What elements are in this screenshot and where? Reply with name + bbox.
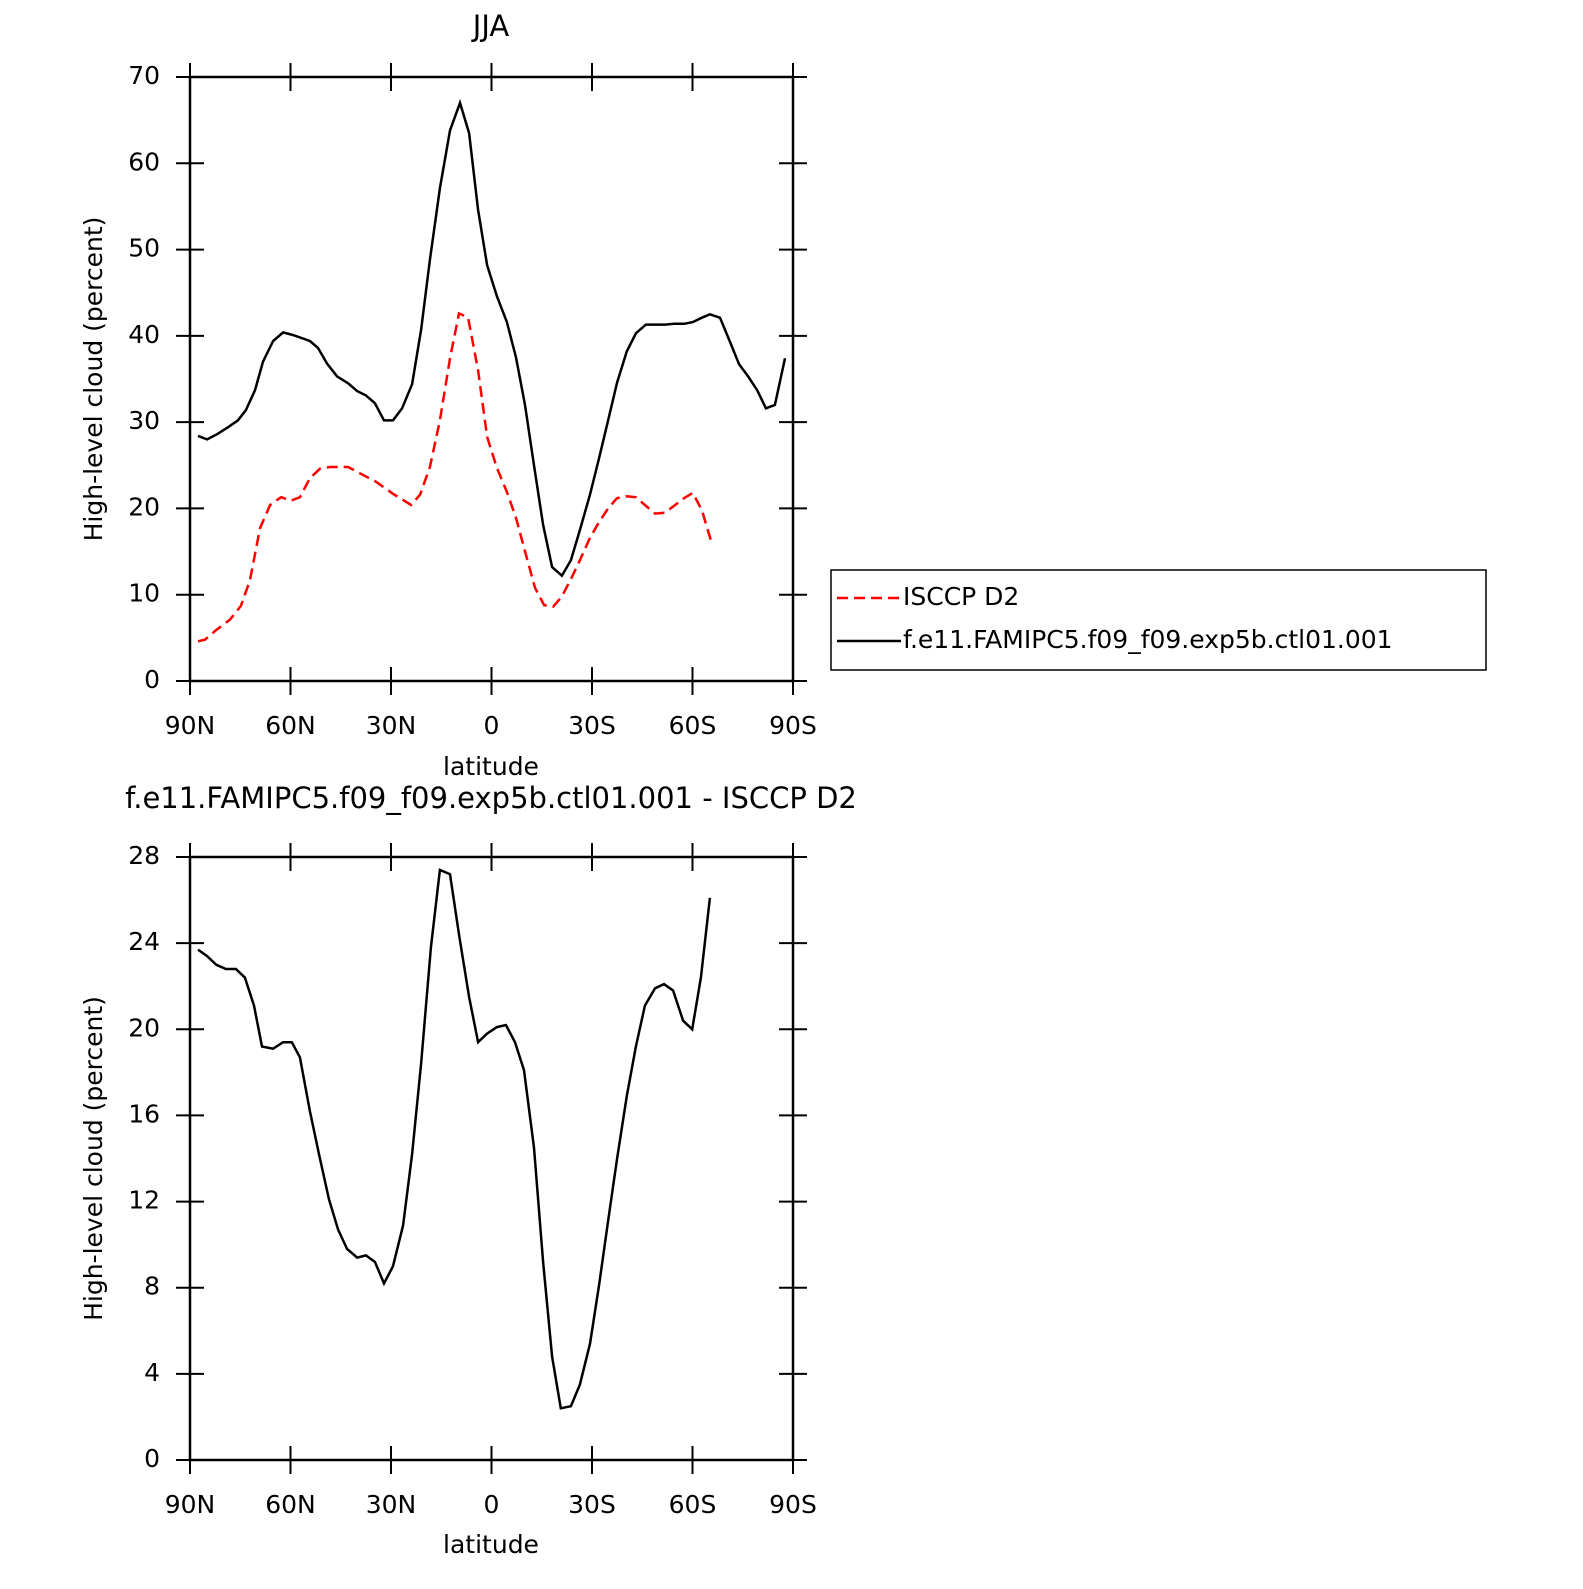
chart-title: f.e11.FAMIPC5.f09_f09.exp5b.ctl01.001 - …	[125, 781, 857, 815]
x-tick-label: 0	[484, 711, 500, 740]
y-tick-label: 40	[128, 320, 160, 349]
x-tick-label: 30N	[366, 1490, 417, 1519]
x-tick-label: 90S	[769, 1490, 817, 1519]
legend-box	[830, 569, 1487, 671]
data-line	[197, 98, 787, 578]
x-axis-label: latitude	[443, 1530, 539, 1559]
y-tick-label: 28	[128, 841, 160, 870]
y-tick-label: 50	[128, 234, 160, 263]
y-tick-label: 12	[128, 1186, 160, 1215]
y-tick-label: 20	[128, 1013, 160, 1042]
legend-label: ISCCP D2	[903, 582, 1019, 611]
y-axis-label: High-level cloud (percent)	[79, 996, 108, 1321]
data-line	[197, 868, 712, 1410]
y-tick-label: 60	[128, 147, 160, 176]
y-tick-label: 4	[144, 1358, 160, 1387]
y-tick-label: 20	[128, 492, 160, 521]
x-tick-label: 60S	[669, 711, 717, 740]
x-axis-label: latitude	[443, 752, 539, 781]
x-tick-label: 60S	[669, 1490, 717, 1519]
y-tick-label: 16	[128, 1099, 160, 1128]
y-tick-label: 24	[128, 927, 160, 956]
y-tick-label: 0	[144, 665, 160, 694]
x-tick-label: 30N	[366, 711, 417, 740]
y-tick-label: 10	[128, 579, 160, 608]
x-tick-label: 90N	[165, 711, 216, 740]
plot-frame	[188, 855, 795, 1462]
plot-frame	[188, 75, 795, 683]
chart-title: JJA	[471, 9, 510, 43]
y-tick-label: 0	[144, 1444, 160, 1473]
y-tick-label: 30	[128, 406, 160, 435]
y-axis-label: High-level cloud (percent)	[79, 217, 108, 542]
x-tick-label: 0	[484, 1490, 500, 1519]
x-tick-label: 90S	[769, 711, 817, 740]
legend-label: f.e11.FAMIPC5.f09_f09.exp5b.ctl01.001	[903, 625, 1393, 654]
x-tick-label: 60N	[265, 711, 316, 740]
x-tick-label: 90N	[165, 1490, 216, 1519]
x-tick-label: 30S	[568, 711, 616, 740]
x-tick-label: 30S	[568, 1490, 616, 1519]
x-tick-label: 60N	[265, 1490, 316, 1519]
data-line	[197, 311, 713, 643]
y-tick-label: 70	[128, 61, 160, 90]
y-tick-label: 8	[144, 1272, 160, 1301]
